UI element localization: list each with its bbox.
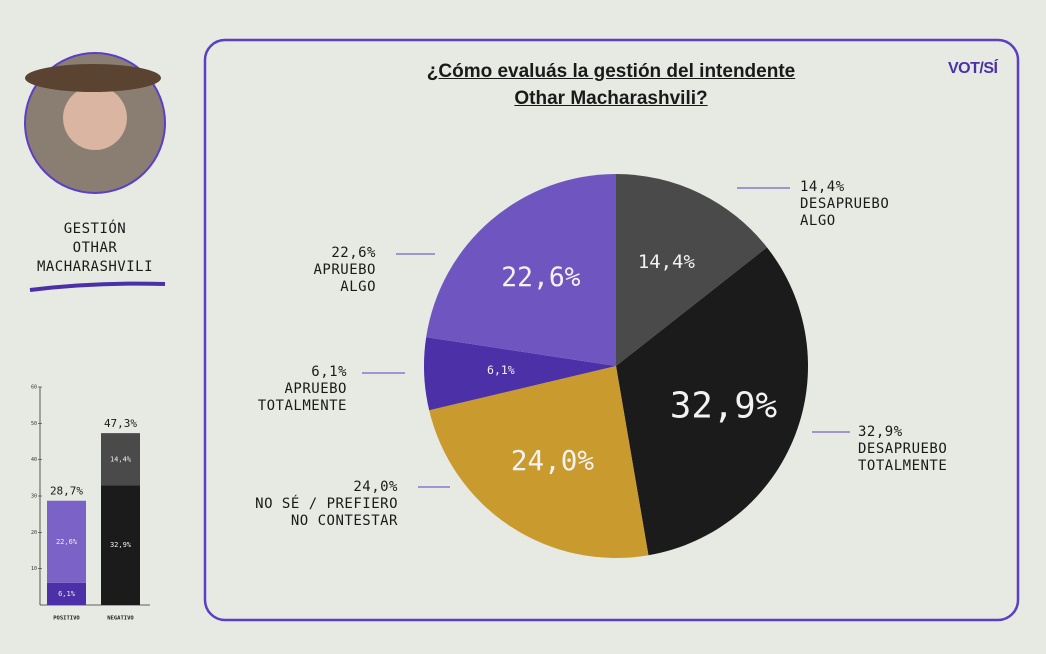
slice-label: 24,0% [511, 444, 594, 477]
outer-value: 6,1% [311, 364, 347, 380]
frame [203, 38, 1020, 622]
pie-slice [616, 247, 809, 556]
portrait-face [63, 86, 127, 150]
bar-segment [47, 500, 86, 583]
outer-category: APRUEBO ALGO [313, 262, 376, 295]
slice-label: 14,4% [638, 251, 696, 273]
slice-label: 22,6% [501, 263, 580, 293]
pie-slice [616, 174, 767, 366]
slice-label: 32,9% [670, 385, 777, 426]
outer-category: NO SÉ / PREFIERO NO CONTESTAR [255, 496, 398, 529]
pie-slice [426, 174, 616, 366]
outer-category: DESAPRUEBO TOTALMENTE [858, 441, 948, 474]
y-tick-label: 30 [31, 494, 37, 500]
outer-label: 22,6% APRUEBO ALGO [313, 245, 376, 296]
underline [29, 281, 166, 292]
outer-label: 24,0% NO SÉ / PREFIERO NO CONTESTAR [255, 479, 398, 530]
logo: VOT/SÍ [948, 60, 998, 77]
bar-segment [47, 582, 86, 605]
segment-label: 14,4% [110, 455, 132, 463]
outer-value: 22,6% [331, 245, 376, 261]
y-tick-label: 20 [31, 530, 37, 536]
y-tick-label: 60 [31, 385, 37, 391]
pie-slice [429, 366, 649, 559]
y-tick-label: 10 [31, 566, 37, 572]
outer-label: 32,9% DESAPRUEBO TOTALMENTE [858, 424, 947, 475]
segment-label: 6,1% [58, 590, 76, 598]
outer-category: DESAPRUEBO ALGO [800, 196, 890, 229]
segment-label: 22,6% [56, 538, 78, 546]
outer-value: 14,4% [800, 179, 845, 195]
outer-value: 24,0% [353, 479, 398, 495]
sidebar-title: GESTIÓN OTHAR MACHARASHVILI [36, 221, 154, 275]
chart-title: ¿Cómo evaluás la gestión del intendente … [426, 61, 796, 109]
x-tick-label: NEGATIVO [107, 616, 134, 622]
portrait-hat [25, 64, 161, 92]
outer-label: 14,4% DESAPRUEBO ALGO [800, 179, 889, 230]
bar-segment [101, 485, 140, 605]
total-label: 47,3% [104, 417, 137, 430]
total-label: 28,7% [50, 485, 83, 498]
slice-label: 6,1% [487, 363, 515, 377]
outer-label: 6,1% APRUEBO TOTALMENTE [258, 364, 347, 415]
pie-slice [424, 337, 616, 411]
y-tick-label: 40 [31, 457, 37, 463]
bar-segment [101, 433, 140, 486]
outer-category: APRUEBO TOTALMENTE [257, 381, 347, 414]
outer-value: 32,9% [858, 424, 903, 440]
segment-label: 32,9% [110, 541, 132, 549]
y-tick-label: 50 [31, 421, 37, 427]
x-tick-label: POSITIVO [53, 616, 80, 622]
